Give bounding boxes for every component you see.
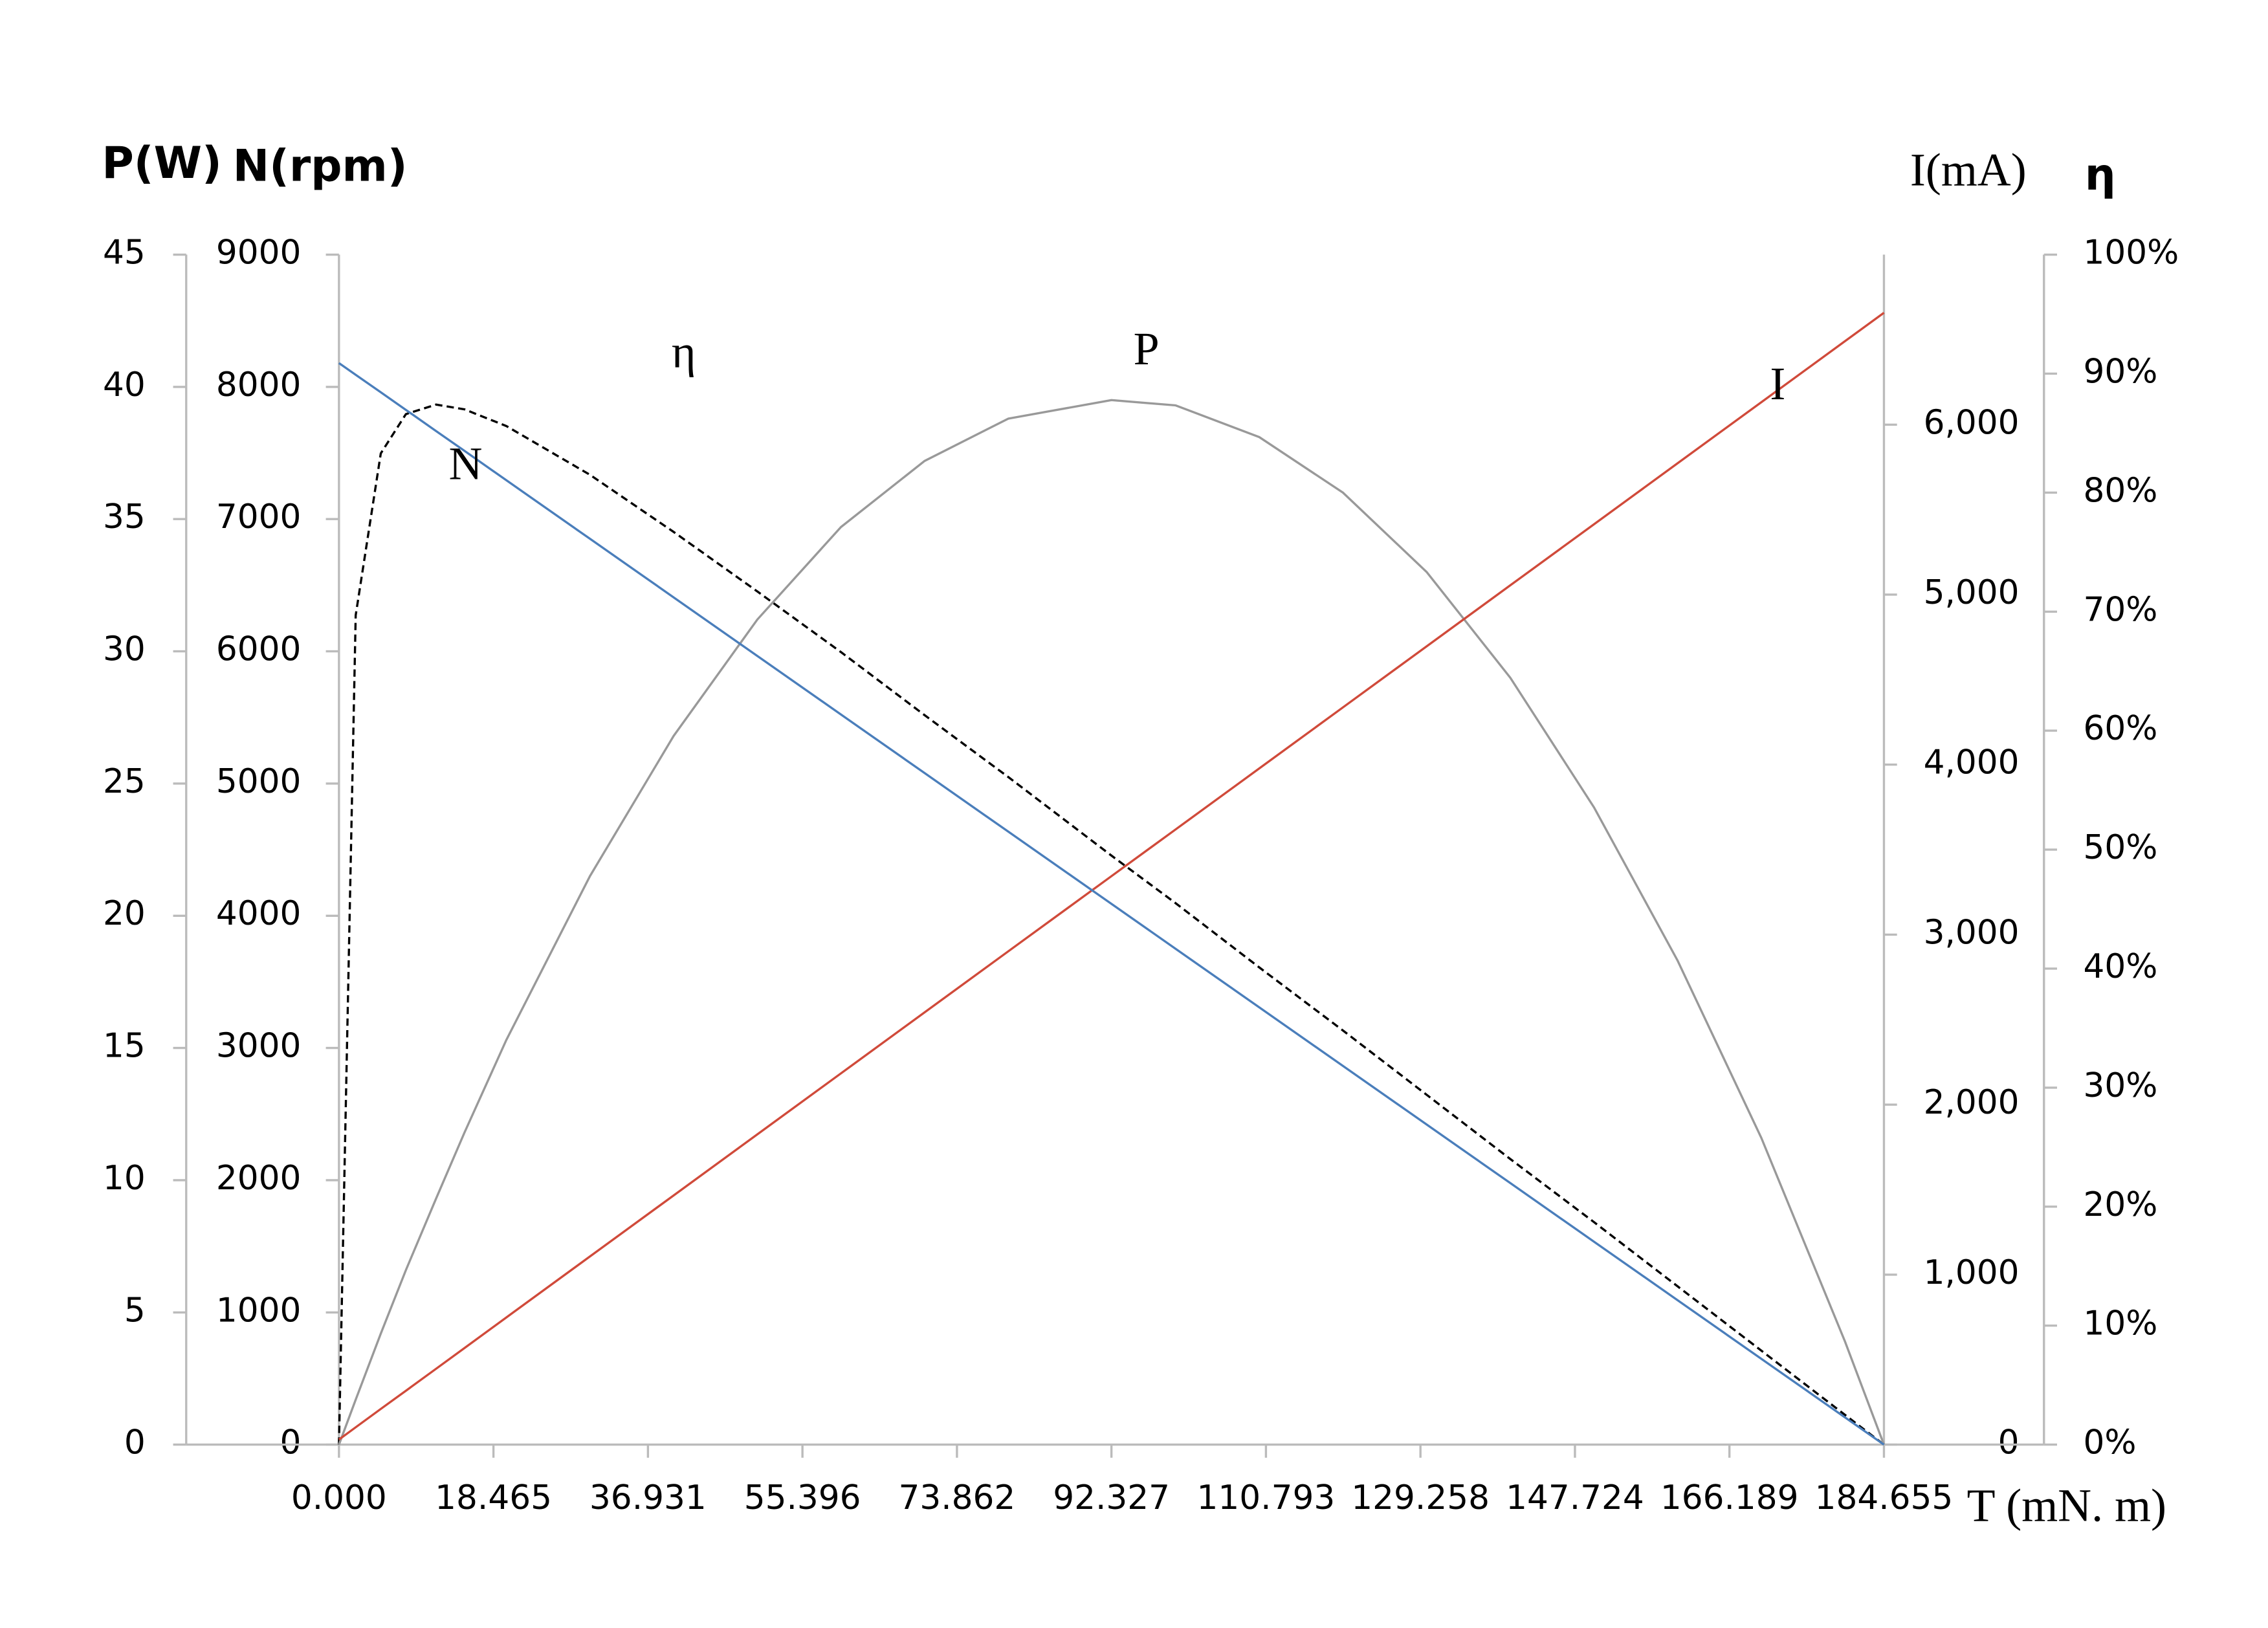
series-line <box>338 362 1885 1446</box>
y-tick-label: 10 <box>103 1159 146 1198</box>
y-tick-label: 80% <box>2083 471 2157 510</box>
y-tick-label: 5 <box>124 1291 146 1330</box>
y-tick-label: 40 <box>103 366 146 404</box>
y-tick-label: 60% <box>2083 709 2157 748</box>
x-tick-label: 166.189 <box>1660 1479 1799 1517</box>
series-line <box>338 399 1886 1446</box>
y-tick-label: 6,000 <box>1924 403 2020 442</box>
y-tick-label: 3000 <box>216 1027 302 1066</box>
x-tick-label: 0.000 <box>291 1479 387 1517</box>
y-tick-label: 2000 <box>216 1159 302 1198</box>
series-line <box>338 403 1885 1446</box>
x-tick-label: 18.465 <box>435 1479 552 1517</box>
x-tick-label: 36.931 <box>589 1479 707 1517</box>
y-tick-label: 5000 <box>216 762 302 801</box>
y-tick-label: 70% <box>2083 590 2157 629</box>
x-tick-label: 110.793 <box>1197 1479 1336 1517</box>
y-tick-label: 7000 <box>216 498 302 536</box>
y-tick-label: 50% <box>2083 828 2157 867</box>
y-tick-label: 15 <box>103 1027 146 1066</box>
y2-axis-title: N(rpm) <box>233 140 408 191</box>
y-tick-label: 9000 <box>216 234 302 272</box>
curve-label: N <box>448 438 482 490</box>
y-tick-label: 30 <box>103 630 146 669</box>
y-tick-label: 1,000 <box>1924 1253 2020 1292</box>
y-tick-label: 45 <box>103 234 146 272</box>
x-tick-label: 55.396 <box>744 1479 861 1517</box>
y-tick-label: 0 <box>124 1424 146 1462</box>
y-tick-label: 20% <box>2083 1185 2157 1224</box>
y-tick-label: 4,000 <box>1924 743 2020 782</box>
y-tick-label: 100% <box>2083 234 2179 272</box>
series-line <box>338 312 1885 1441</box>
y-tick-label: 25 <box>103 762 146 801</box>
y-tick-label: 20 <box>103 894 146 933</box>
y-tick-label: 0 <box>280 1424 301 1462</box>
x-axis-title: T (mN. m) <box>1967 1479 2166 1531</box>
y-tick-label: 0% <box>2083 1424 2136 1462</box>
y-tick-label: 90% <box>2083 352 2157 391</box>
y-tick-label: 1000 <box>216 1291 302 1330</box>
y-tick-label: 6000 <box>216 630 302 669</box>
y3-axis-title: I(mA) <box>1910 144 2027 195</box>
y-tick-label: 8000 <box>216 366 302 404</box>
y-tick-label: 40% <box>2083 947 2157 986</box>
x-tick-label: 92.327 <box>1053 1479 1170 1517</box>
x-tick-label: 129.258 <box>1351 1479 1490 1517</box>
y-tick-label: 10% <box>2083 1304 2157 1343</box>
y-tick-label: 3,000 <box>1924 913 2020 952</box>
curve-label: I <box>1770 358 1785 410</box>
y-axis-title: P(W) <box>102 137 221 188</box>
y4-axis-title: η <box>2085 149 2116 200</box>
y-tick-label: 0 <box>1998 1424 2020 1462</box>
curve-label: η <box>672 325 696 377</box>
x-tick-label: 73.862 <box>898 1479 1015 1517</box>
y-tick-label: 4000 <box>216 894 302 933</box>
y-tick-label: 30% <box>2083 1066 2157 1105</box>
y-tick-label: 35 <box>103 498 146 536</box>
y-tick-label: 2,000 <box>1924 1083 2020 1122</box>
x-tick-label: 184.655 <box>1815 1479 1954 1517</box>
y-tick-label: 5,000 <box>1924 573 2020 612</box>
x-tick-label: 147.724 <box>1506 1479 1644 1517</box>
curve-label: P <box>1134 323 1160 375</box>
